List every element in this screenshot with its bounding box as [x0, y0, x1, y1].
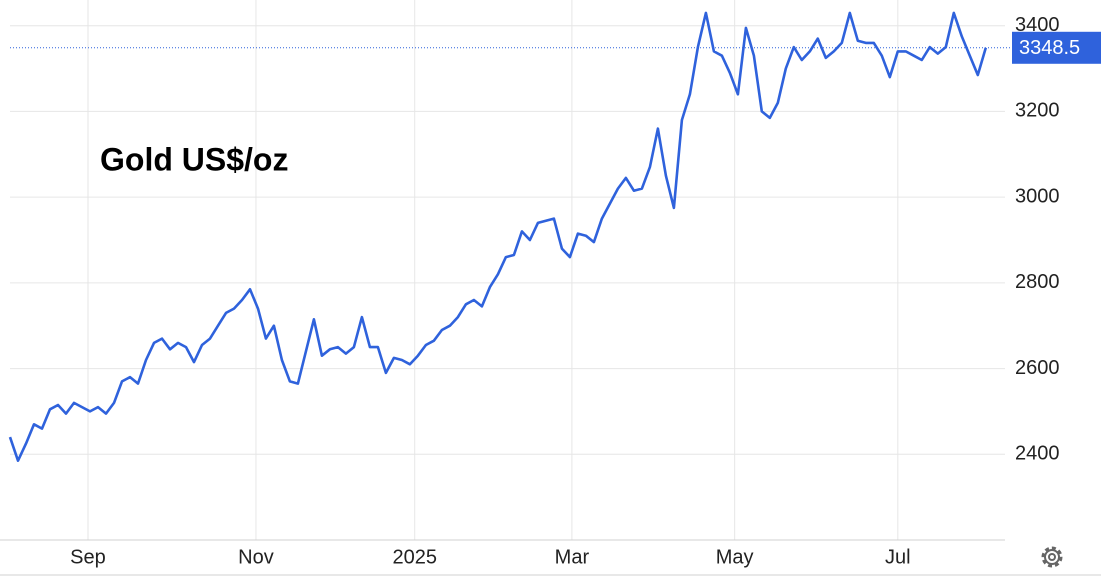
y-tick-label: 3000: [1015, 185, 1060, 207]
price-line: [8, 11, 988, 462]
x-tick-label: Sep: [70, 546, 106, 568]
chart-title: Gold US$/oz: [100, 141, 288, 177]
y-tick-label: 3200: [1015, 100, 1060, 122]
x-tick-label: 2025: [392, 546, 437, 568]
x-tick-label: Nov: [238, 546, 274, 568]
x-tick-label: May: [716, 546, 754, 568]
y-tick-label: 2600: [1015, 357, 1060, 379]
settings-icon[interactable]: [1041, 546, 1063, 568]
last-value-label: 3348.5: [1019, 37, 1080, 59]
x-tick-label: Mar: [555, 546, 590, 568]
y-tick-label: 2800: [1015, 271, 1060, 293]
y-tick-label: 3400: [1015, 14, 1060, 36]
last-value-box: [1012, 31, 1101, 64]
plot: 2400 2600 2800 3000 3200 3400 Sep Nov 2025 Mar May…: [0, 0, 1101, 568]
x-tick-label: Jul: [885, 546, 911, 568]
y-tick-label: 2400: [1015, 443, 1060, 465]
